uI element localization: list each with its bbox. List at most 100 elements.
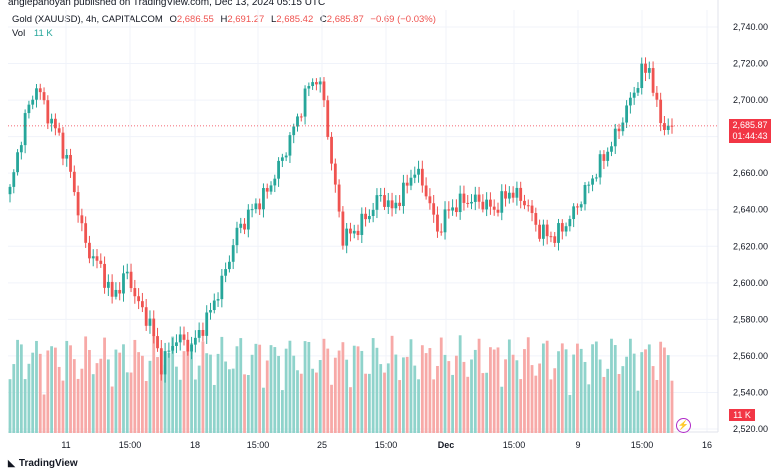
volume-bar [318,360,322,433]
volume-bar [156,357,159,433]
candle-body [644,63,647,73]
candle-body [462,193,466,203]
candle-body [284,155,288,158]
volume-bar [526,337,530,433]
volume-bar [284,348,288,433]
volume-bar [190,343,193,433]
volume-bar [583,361,587,433]
last-price-tag: 2,685.87 01:44:43 [729,119,771,143]
candle-body [534,213,538,225]
volume-bar [269,345,273,433]
volume-bar [477,338,481,433]
candle-body [398,202,402,207]
candle-body [523,200,526,206]
candle-body [572,206,576,220]
last-price-value: 2,685.87 [732,120,768,130]
tradingview-logo-icon: ◣ [8,458,15,468]
close-label: C [319,14,327,25]
candle-body [417,168,420,175]
candle-body [436,214,439,232]
volume-bar [530,365,534,433]
candle-body [318,81,322,85]
candle-body [216,299,220,301]
volume-bar [598,359,602,433]
volume-bar [636,390,640,433]
candle-body [364,213,367,220]
volume-bar [523,349,526,433]
candle-body [133,288,137,297]
volume-bar [137,352,141,433]
volume-bar [88,349,91,433]
volume-bar [496,347,500,433]
volume-label[interactable]: Vol [12,28,26,39]
volume-bar [462,361,466,433]
volume-bar [182,351,186,433]
volume-bar [299,373,303,433]
volume-bar [454,355,458,433]
candle-body [288,135,292,156]
candle-body [106,281,110,288]
candle-body [144,307,148,326]
volume-bar [451,374,454,433]
volume-bar [209,354,212,433]
volume-bar [254,343,258,433]
candle-body [16,152,19,173]
volume-bar [246,375,250,433]
volume-bar [504,359,507,433]
x-tick-label: 15:00 [375,440,398,450]
candle-body [349,228,352,234]
candle-body [386,200,390,207]
candle-body [553,236,557,243]
volume-bar [12,364,16,433]
volume-bar [375,347,379,433]
candle-body [564,226,568,232]
volume-bar [466,376,470,433]
symbol-name[interactable]: Gold (XAUUSD), 4h, CAPITALCOM [12,14,163,25]
candle-body [530,205,534,214]
low-value: 2,685.42 [276,14,314,25]
candle-body [122,273,125,294]
candle-body [496,209,500,213]
candle-body [557,223,560,243]
volume-bar [364,373,367,433]
volume-bar [288,340,292,433]
volume-bar [148,360,152,433]
volume-bar [167,353,171,433]
candle-body [299,116,303,118]
volume-bar [587,384,591,433]
volume-bar [307,341,311,433]
candle-body [352,230,356,234]
candle-body [84,223,88,243]
candle-body [23,113,27,146]
candle-body [413,174,417,178]
candle-body [481,201,485,210]
candle-body [159,348,163,375]
candle-body [137,296,141,302]
volume-bar [262,387,265,433]
candle-body [262,188,265,210]
volume-bar [443,354,447,433]
volume-bar [231,368,235,433]
candle-body [345,228,349,246]
volume-bar [621,366,625,433]
candle-body [31,99,35,105]
volume-bar [447,361,451,433]
candle-body [254,203,258,210]
candle-body [402,182,405,207]
candle-body [322,81,326,101]
volume-bar [178,379,182,433]
y-tick-label: 2,580.00 [733,314,768,324]
volume-bar [420,345,424,433]
candle-body [663,123,666,130]
volume-bar [296,370,299,433]
candle-body [163,351,167,375]
volume-bar [606,368,610,433]
x-tick-label: 15:00 [247,440,270,450]
volume-bar [613,345,617,433]
volume-bar [534,375,538,433]
volume-bar [644,349,647,433]
candle-body [265,188,269,192]
lightning-icon[interactable]: ⚡ [676,418,691,433]
volume-bar [602,376,606,433]
